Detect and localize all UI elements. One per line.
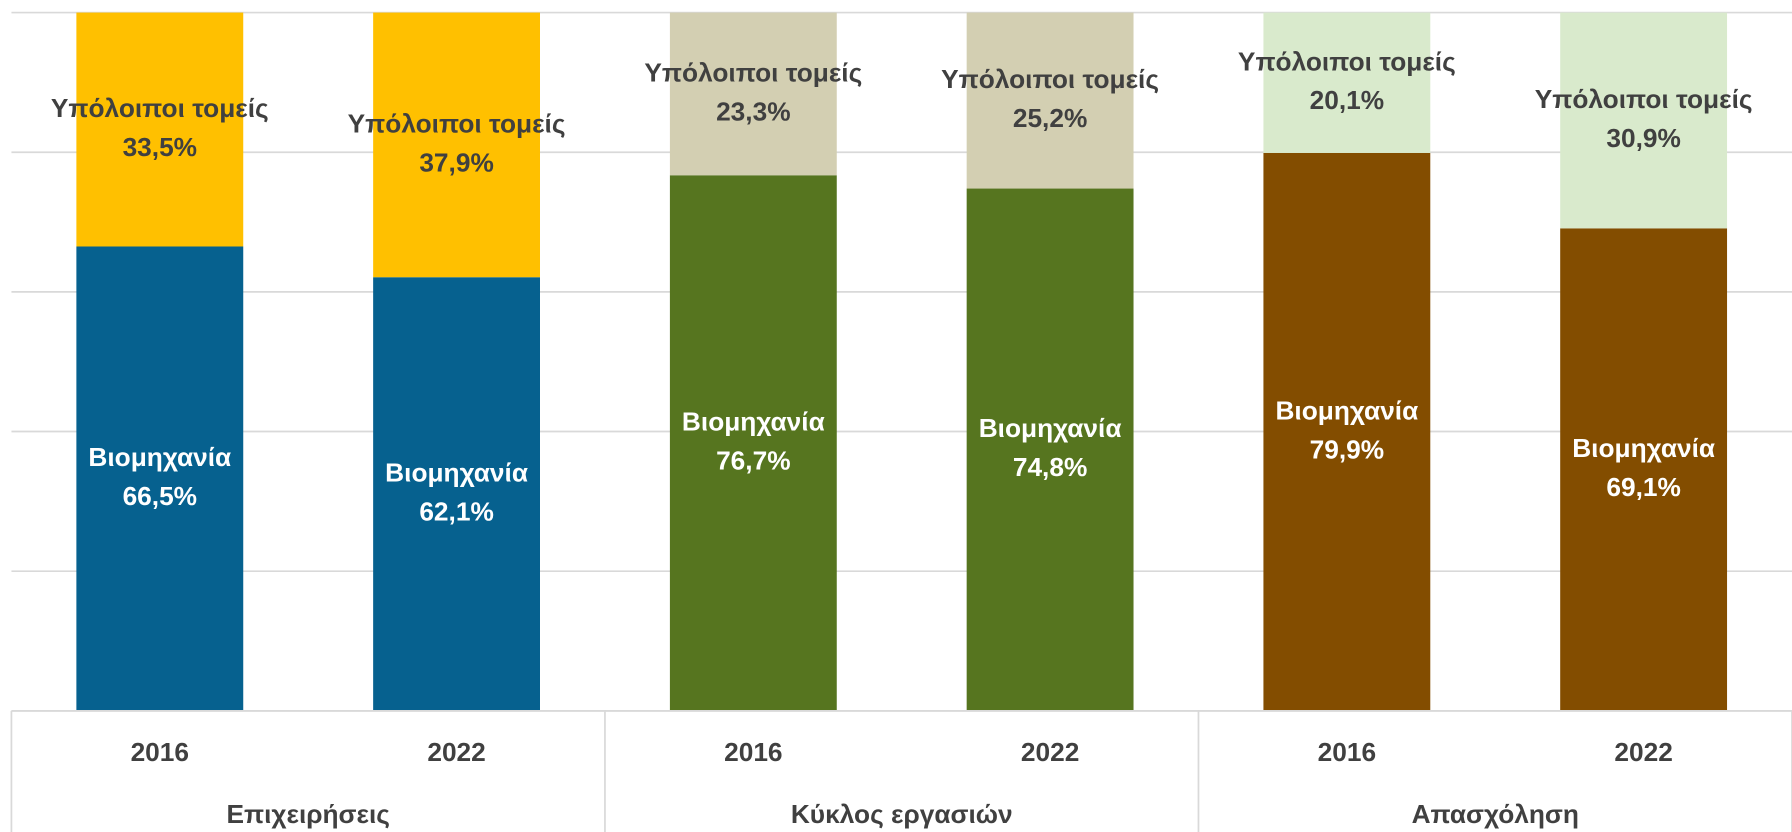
segment-value-label: 62,1% xyxy=(419,496,493,526)
x-tick-label: 2022 xyxy=(427,737,485,767)
bar-segment xyxy=(966,188,1134,711)
segment-value-label: 25,2% xyxy=(1013,103,1087,133)
segment-series-label: Υπόλοιποι τομείς xyxy=(1238,46,1456,76)
group-label: Επιχειρήσεις xyxy=(226,799,389,829)
x-tick-label: 2016 xyxy=(131,737,189,767)
segment-series-label: Υπόλοιποι τομείς xyxy=(941,64,1159,94)
x-tick-label: 2016 xyxy=(724,737,782,767)
segment-series-label: Βιομηχανία xyxy=(682,407,825,437)
bar-segment xyxy=(373,12,540,278)
segment-value-label: 79,9% xyxy=(1310,434,1384,464)
segment-series-label: Βιομηχανία xyxy=(88,442,231,472)
segment-series-label: Βιομηχανία xyxy=(1275,395,1418,425)
segment-value-label: 30,9% xyxy=(1606,123,1680,153)
x-tick-label: 2016 xyxy=(1318,737,1376,767)
bar-segment xyxy=(1263,12,1431,153)
segment-value-label: 69,1% xyxy=(1606,472,1680,502)
segment-value-label: 74,8% xyxy=(1013,452,1087,482)
segment-series-label: Υπόλοιποι τομείς xyxy=(1535,84,1753,114)
x-tick-label: 2022 xyxy=(1614,737,1672,767)
bar-segment xyxy=(76,12,244,247)
segment-series-label: Βιομηχανία xyxy=(979,413,1122,443)
bar-segment xyxy=(1263,152,1431,711)
bar-segment xyxy=(76,246,244,711)
segment-series-label: Βιομηχανία xyxy=(1572,433,1715,463)
segment-value-label: 66,5% xyxy=(123,481,197,511)
segment-value-label: 33,5% xyxy=(123,132,197,162)
x-tick-label: 2022 xyxy=(1021,737,1079,767)
segment-value-label: 37,9% xyxy=(419,147,493,177)
bar-segment xyxy=(1560,228,1728,711)
segment-value-label: 20,1% xyxy=(1310,85,1384,115)
bar-segment xyxy=(669,12,837,176)
bar-segment xyxy=(373,277,540,711)
bar-segment xyxy=(966,12,1134,189)
segment-value-label: 23,3% xyxy=(716,96,790,126)
group-label: Απασχόληση xyxy=(1412,799,1579,829)
bar-segment xyxy=(669,175,837,711)
segment-value-label: 76,7% xyxy=(716,445,790,475)
segment-series-label: Βιομηχανία xyxy=(385,458,528,488)
segment-series-label: Υπόλοιποι τομείς xyxy=(644,57,862,87)
group-label: Κύκλος εργασιών xyxy=(791,799,1013,829)
segment-series-label: Υπόλοιποι τομείς xyxy=(51,93,269,123)
segment-series-label: Υπόλοιποι τομείς xyxy=(348,108,566,138)
bar-segment xyxy=(1560,12,1728,229)
